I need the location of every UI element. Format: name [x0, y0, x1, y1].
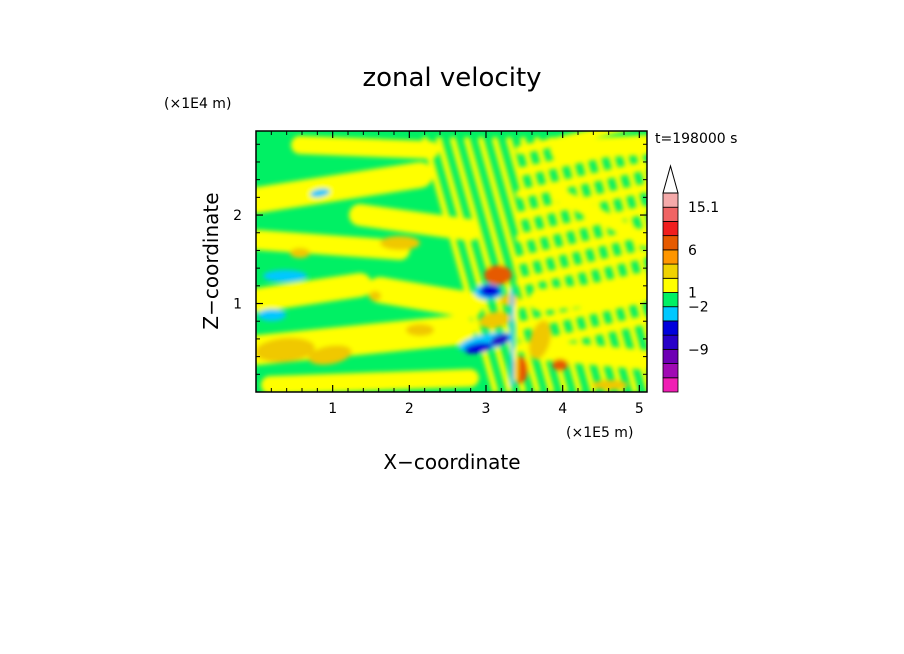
x-tick-label: 3	[482, 401, 491, 417]
y-unit-label: (×1E4 m)	[164, 96, 231, 112]
field-orange-patch	[592, 380, 628, 390]
field-blue-core	[464, 342, 492, 354]
x-axis-ticks: 1 2 3 4 5	[270, 131, 644, 417]
field-cyan-patch	[310, 188, 330, 198]
field-wave-stripe	[515, 161, 647, 199]
field-wave-stripe	[515, 131, 626, 155]
colorbar-label: −2	[688, 300, 709, 316]
field-yellow-band	[256, 162, 433, 213]
colorbar-swatch	[662, 334, 679, 350]
field-yellow-band	[256, 273, 372, 312]
field-orange-core	[529, 320, 551, 360]
field-orange-patch	[406, 324, 434, 336]
colorbar-swatch	[662, 192, 679, 208]
field-orange-patch	[369, 291, 381, 301]
field-wave-stripe	[515, 205, 647, 243]
colorbar-label: 1	[688, 286, 697, 302]
field-yellow-band	[529, 279, 647, 311]
x-tick-label: 2	[405, 401, 414, 417]
field-yellow-band	[349, 204, 481, 241]
field-red-core	[512, 356, 528, 384]
field-wave-stripe	[436, 137, 512, 392]
colorbar-swatch	[662, 363, 679, 379]
field-cyan-patch	[258, 309, 286, 321]
x-unit-label: (×1E5 m)	[566, 425, 633, 441]
field-wave-stripe	[618, 137, 647, 244]
field-orange-core	[500, 294, 520, 306]
y-axis-label: Z−coordinate	[199, 192, 223, 329]
heatmap-field	[256, 131, 647, 392]
field-yellow-band	[550, 135, 647, 160]
field-wave-stripe	[590, 137, 647, 344]
colorbar-label: 6	[688, 243, 697, 259]
field-orange-patch	[290, 248, 310, 258]
field-yellow-band	[261, 369, 479, 392]
colorbar-swatch	[662, 263, 679, 279]
field-red-core	[484, 265, 512, 285]
field-yellow-band	[291, 136, 439, 159]
field-yellow-band	[256, 230, 410, 260]
time-label: t=198000 s	[655, 131, 737, 147]
field-orange-patch	[308, 345, 352, 365]
colorbar-swatch	[662, 221, 679, 237]
colorbar-swatch	[662, 206, 679, 222]
chart-title: zonal velocity	[362, 63, 541, 93]
field-blue-core	[490, 334, 510, 346]
y-tick-label: 1	[233, 297, 242, 313]
x-axis-label: X−coordinate	[383, 450, 520, 474]
field-yellow-band	[530, 340, 647, 370]
colorbar-label: 15.1	[688, 200, 719, 216]
colorbar-label: −9	[688, 342, 709, 358]
colorbar-swatch	[662, 292, 679, 308]
field-orange-core	[479, 311, 511, 329]
field-orange-patch	[256, 337, 315, 363]
colorbar-swatch	[662, 348, 679, 364]
field-blue-core	[480, 285, 500, 297]
colorbar-swatch	[662, 277, 679, 293]
field-yellow-band	[553, 188, 647, 247]
colorbar	[662, 164, 679, 393]
field-wave-stripe	[604, 137, 647, 294]
field-yellow-band	[367, 277, 483, 318]
y-tick-label: 2	[233, 208, 242, 224]
colorbar-labels: 15.1 6 1−2 −9	[688, 200, 719, 358]
colorbar-swatch	[662, 235, 679, 251]
x-tick-label: 4	[558, 401, 567, 417]
field-red-core	[552, 359, 568, 371]
plot-frame	[255, 130, 648, 393]
colorbar-swatch	[662, 249, 679, 265]
x-tick-label: 1	[328, 401, 337, 417]
field-yellow-streak	[514, 298, 520, 382]
colorbar-swatch	[662, 377, 679, 393]
colorbar-swatch	[662, 306, 679, 322]
colorbar-swatch	[662, 320, 679, 336]
field-cyan-patch	[263, 270, 307, 282]
x-tick-label: 5	[635, 401, 644, 417]
field-wave-stripe	[515, 249, 647, 287]
y-axis-ticks: 12	[233, 143, 647, 375]
colorbar-extend-triangle	[662, 164, 679, 194]
field-orange-patch	[380, 236, 420, 250]
